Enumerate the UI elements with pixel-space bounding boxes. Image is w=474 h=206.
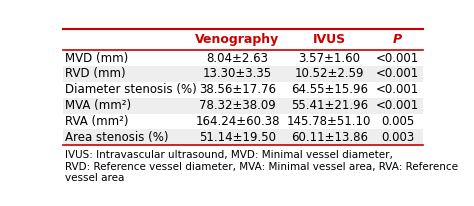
Bar xyxy=(63,98,423,114)
Text: 3.57±1.60: 3.57±1.60 xyxy=(298,52,360,64)
Text: <0.001: <0.001 xyxy=(376,99,419,112)
Text: 38.56±17.76: 38.56±17.76 xyxy=(199,83,276,96)
Text: 64.55±15.96: 64.55±15.96 xyxy=(291,83,368,96)
Text: P: P xyxy=(393,33,402,46)
Text: IVUS: IVUS xyxy=(313,33,346,46)
Text: IVUS: Intravascular ultrasound, MVD: Minimal vessel diameter,
RVD: Reference ves: IVUS: Intravascular ultrasound, MVD: Min… xyxy=(65,150,458,183)
Text: Diameter stenosis (%): Diameter stenosis (%) xyxy=(65,83,197,96)
Text: 145.78±51.10: 145.78±51.10 xyxy=(287,115,372,128)
Text: MVD (mm): MVD (mm) xyxy=(65,52,128,64)
Text: 0.003: 0.003 xyxy=(381,131,414,144)
Text: MVA (mm²): MVA (mm²) xyxy=(65,99,131,112)
Bar xyxy=(63,82,423,98)
Text: 78.32±38.09: 78.32±38.09 xyxy=(199,99,276,112)
Text: <0.001: <0.001 xyxy=(376,52,419,64)
Text: Venography: Venography xyxy=(195,33,280,46)
Text: RVD (mm): RVD (mm) xyxy=(65,67,126,80)
Text: <0.001: <0.001 xyxy=(376,83,419,96)
Text: Area stenosis (%): Area stenosis (%) xyxy=(65,131,168,144)
Text: 0.005: 0.005 xyxy=(381,115,414,128)
Text: 164.24±60.38: 164.24±60.38 xyxy=(195,115,280,128)
Text: RVA (mm²): RVA (mm²) xyxy=(65,115,128,128)
Text: 8.04±2.63: 8.04±2.63 xyxy=(207,52,269,64)
Text: 51.14±19.50: 51.14±19.50 xyxy=(199,131,276,144)
Text: 60.11±13.86: 60.11±13.86 xyxy=(291,131,368,144)
Text: 10.52±2.59: 10.52±2.59 xyxy=(294,67,364,80)
Bar xyxy=(63,66,423,82)
Bar xyxy=(63,129,423,145)
Text: 13.30±3.35: 13.30±3.35 xyxy=(203,67,272,80)
Bar xyxy=(63,50,423,66)
Text: <0.001: <0.001 xyxy=(376,67,419,80)
Text: 55.41±21.96: 55.41±21.96 xyxy=(291,99,368,112)
Bar xyxy=(63,114,423,129)
